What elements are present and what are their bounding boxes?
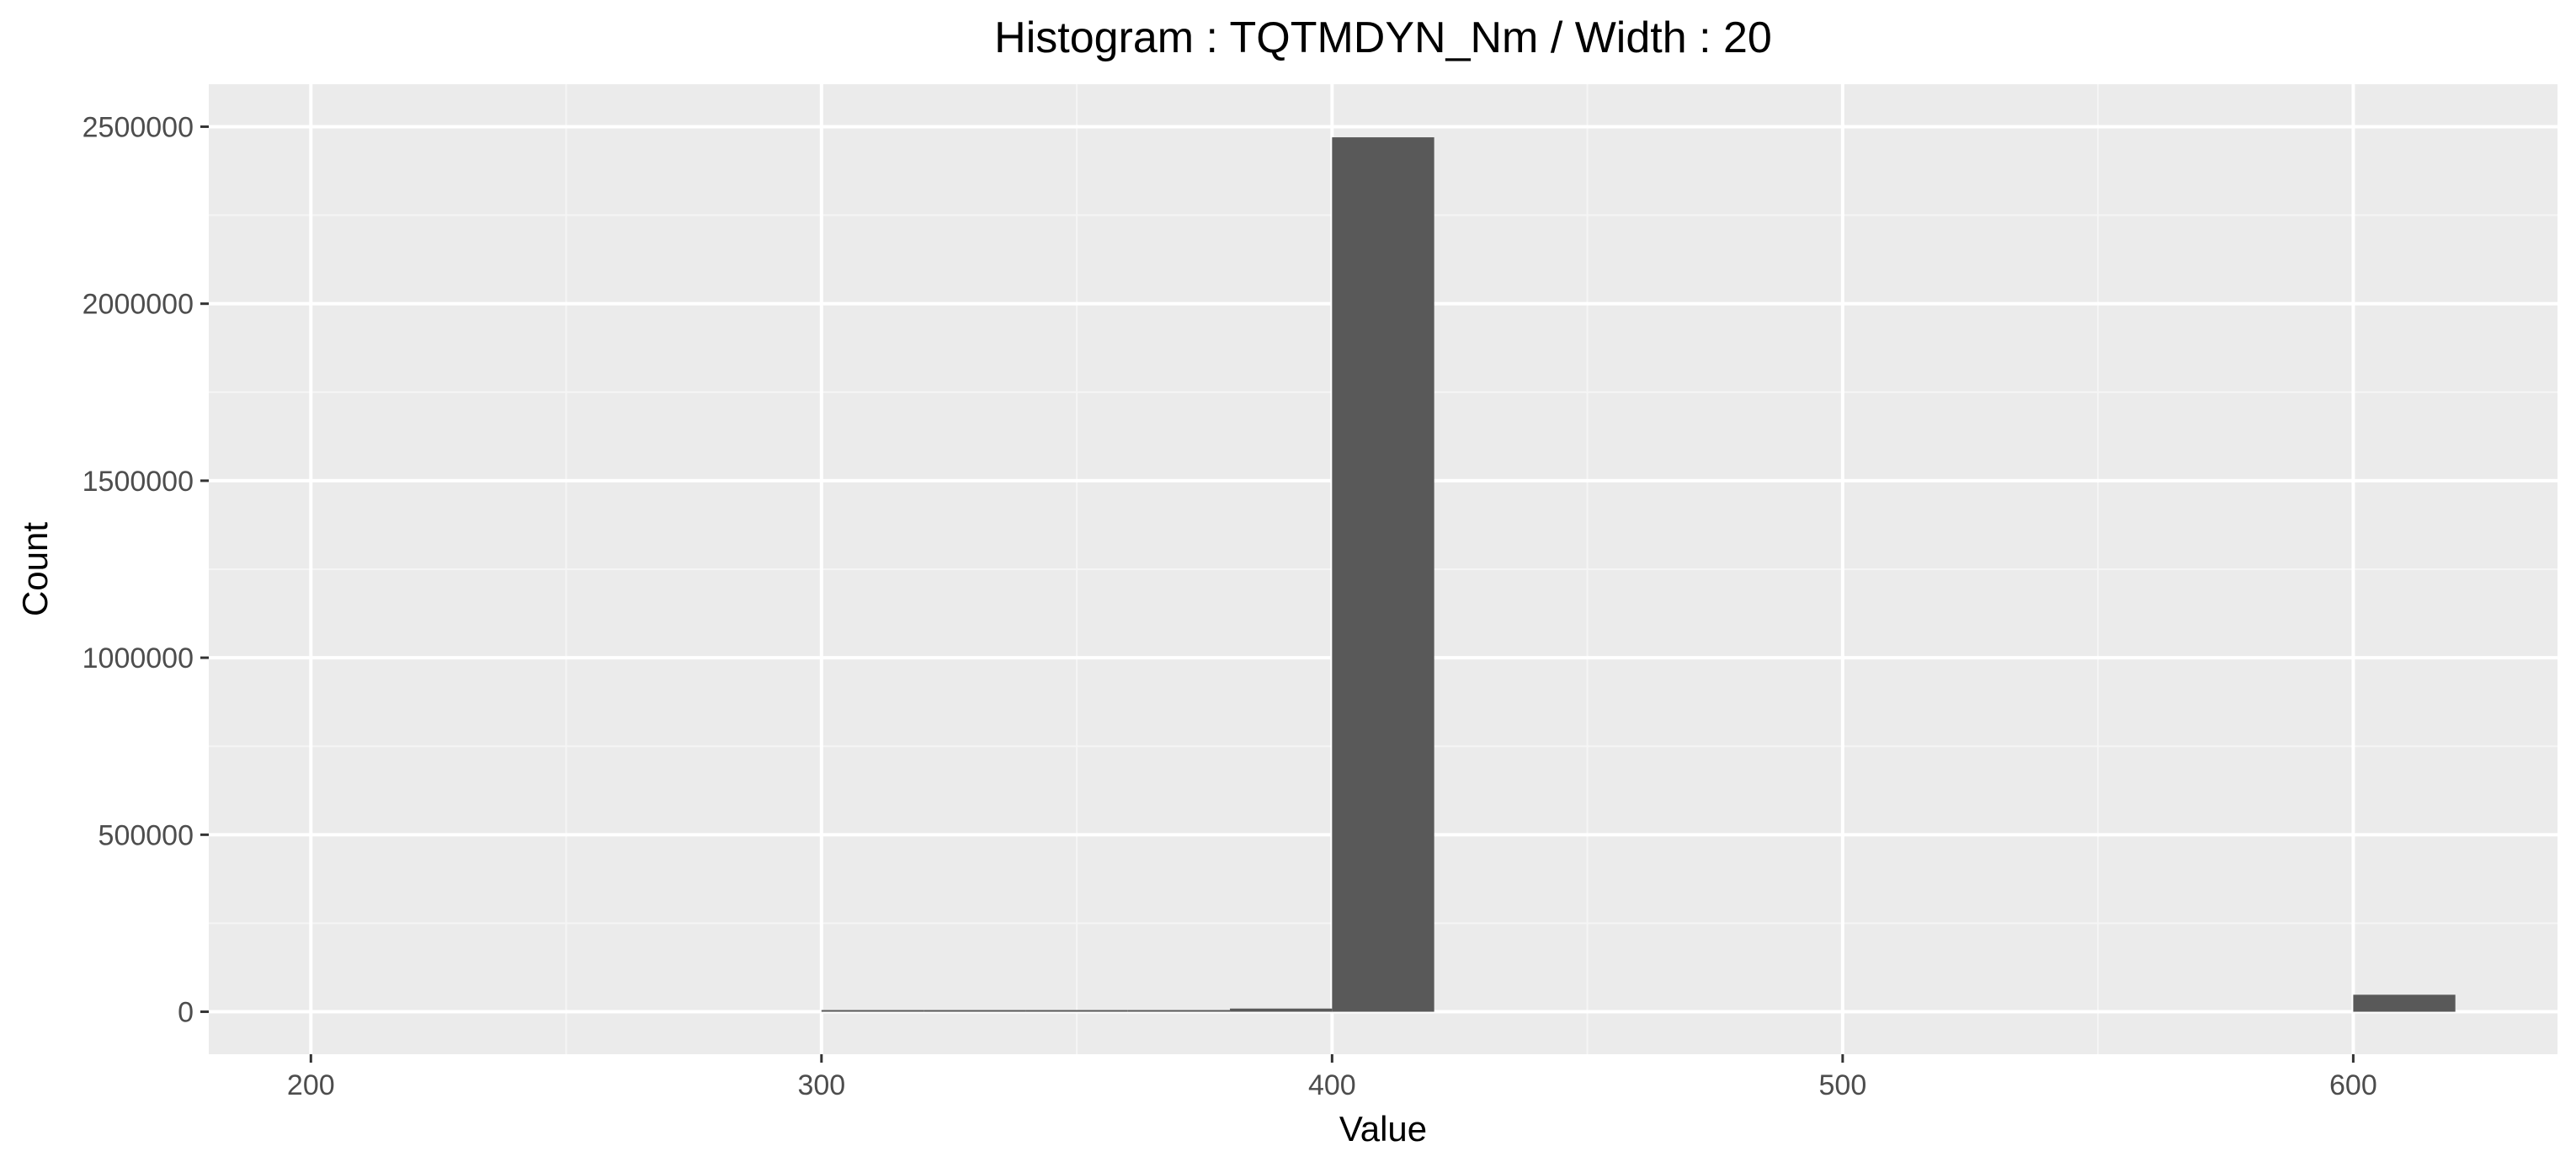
y-tick-label: 1000000 [82,642,194,674]
x-tick-label: 500 [1819,1069,1867,1101]
y-tick-label: 500000 [98,819,194,851]
y-tick-label: 2500000 [82,111,194,143]
histogram-bar [2353,994,2456,1012]
x-tick-label: 600 [2329,1069,2377,1101]
y-axis: 0 500000 1000000 1500000 2000000 2500000 [82,111,209,1029]
x-tick-label: 400 [1308,1069,1356,1101]
histogram-bar [1127,1010,1231,1012]
y-tick-label: 0 [178,997,194,1029]
y-tick-label: 1500000 [82,466,194,498]
y-tick-label: 2000000 [82,289,194,321]
x-axis: 200 300 400 500 600 [287,1054,2377,1101]
x-axis-title: Value [1339,1109,1427,1149]
histogram-bar [1025,1010,1128,1012]
histogram-bar [821,1010,924,1012]
chart-title: Histogram : TQTMDYN_Nm / Width : 20 [994,13,1772,62]
histogram-bar [1332,137,1434,1012]
histogram-bar [923,1010,1026,1012]
histogram-bar [1230,1008,1333,1012]
x-tick-label: 200 [287,1069,335,1101]
histogram-bars [821,137,2456,1012]
x-tick-label: 300 [797,1069,845,1101]
y-axis-title: Count [15,522,55,616]
